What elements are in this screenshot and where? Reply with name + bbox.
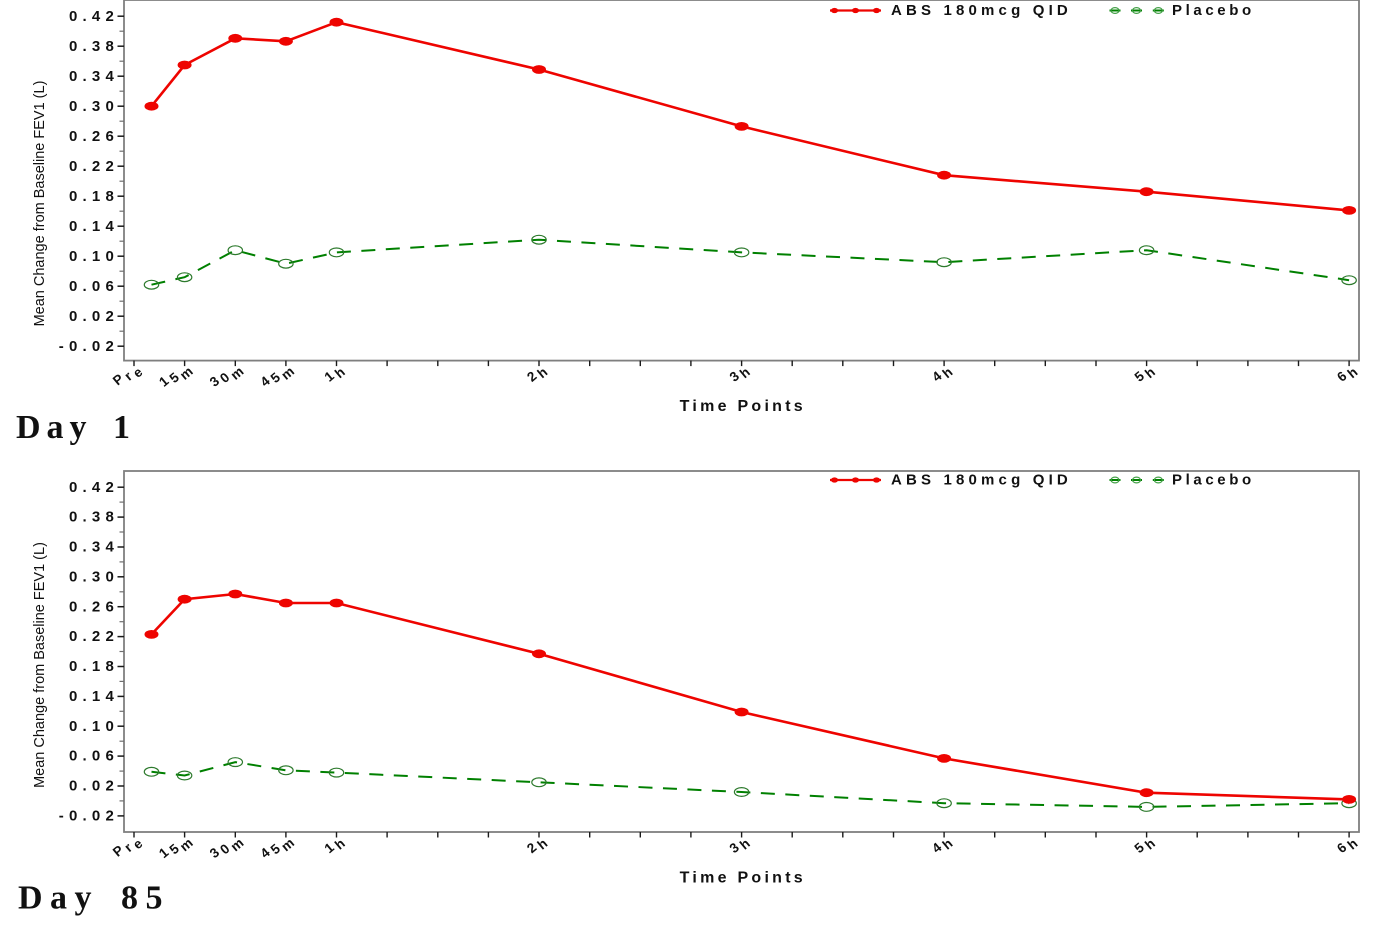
svg-text:0.02: 0.02 <box>69 308 119 325</box>
svg-text:0.06: 0.06 <box>69 748 119 765</box>
svg-text:0.14: 0.14 <box>69 218 119 235</box>
svg-text:Placebo: Placebo <box>1172 472 1255 489</box>
svg-text:0.26: 0.26 <box>69 598 119 615</box>
svg-text:0.14: 0.14 <box>69 688 119 705</box>
svg-text:0.30: 0.30 <box>69 568 119 585</box>
svg-text:0.22: 0.22 <box>69 158 119 175</box>
svg-text:-0.02: -0.02 <box>59 808 119 825</box>
svg-text:0.18: 0.18 <box>69 658 119 675</box>
svg-text:ABS 180mcg QID: ABS 180mcg QID <box>891 2 1072 19</box>
svg-text:0.10: 0.10 <box>69 718 119 735</box>
svg-text:0.38: 0.38 <box>69 509 119 526</box>
svg-text:Day 85: Day 85 <box>18 880 170 917</box>
svg-text:0.34: 0.34 <box>69 539 119 556</box>
svg-text:Mean Change from Baseline FEV1: Mean Change from Baseline FEV1 (L) <box>32 542 48 788</box>
svg-text:-0.02: -0.02 <box>59 338 119 355</box>
svg-text:0.02: 0.02 <box>69 778 119 795</box>
svg-text:0.26: 0.26 <box>69 128 119 145</box>
svg-text:0.30: 0.30 <box>69 98 119 115</box>
svg-text:0.22: 0.22 <box>69 628 119 645</box>
svg-text:Time Points: Time Points <box>680 398 806 415</box>
svg-text:0.34: 0.34 <box>69 68 119 85</box>
svg-text:Day 1: Day 1 <box>16 409 136 446</box>
svg-text:Placebo: Placebo <box>1172 2 1255 19</box>
svg-text:0.06: 0.06 <box>69 278 119 295</box>
svg-text:0.42: 0.42 <box>69 479 119 496</box>
svg-text:0.38: 0.38 <box>69 38 119 55</box>
svg-text:Time Points: Time Points <box>680 870 806 887</box>
svg-text:Mean Change from Baseline FEV1: Mean Change from Baseline FEV1 (L) <box>32 81 48 327</box>
svg-text:0.18: 0.18 <box>69 188 119 205</box>
svg-text:0.10: 0.10 <box>69 248 119 265</box>
svg-text:ABS 180mcg QID: ABS 180mcg QID <box>891 472 1072 489</box>
svg-text:0.42: 0.42 <box>69 8 119 25</box>
